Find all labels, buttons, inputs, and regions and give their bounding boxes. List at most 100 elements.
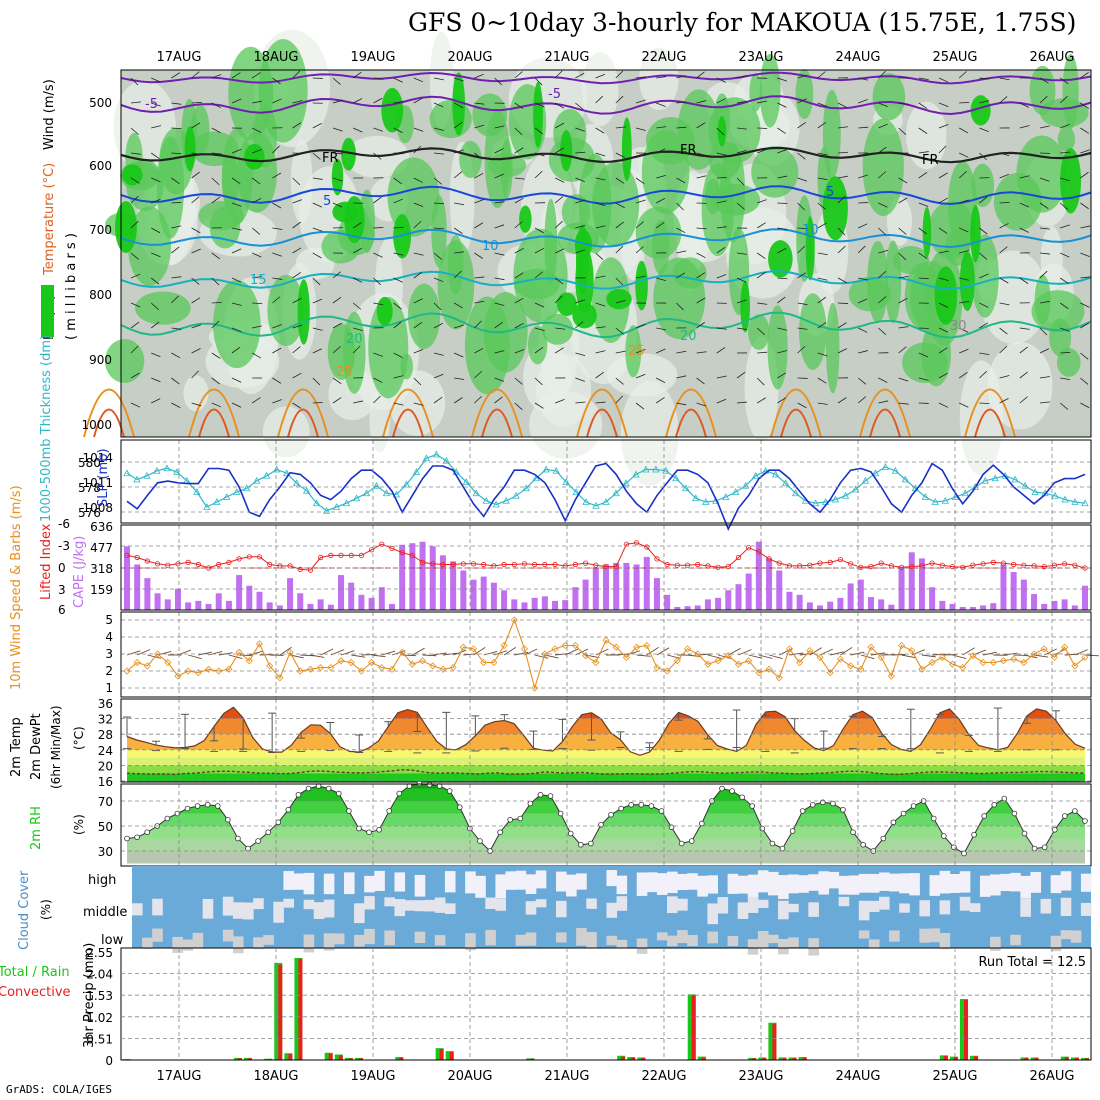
wind-barb bbox=[554, 147, 565, 154]
wind-speed-marker bbox=[225, 665, 233, 673]
rh-moist-blob bbox=[862, 118, 904, 217]
wind-barb bbox=[797, 245, 806, 254]
wind-barb bbox=[555, 248, 565, 254]
cloud-mid-cell bbox=[1060, 897, 1072, 916]
contour-30c bbox=[481, 408, 513, 438]
rh-marker bbox=[527, 800, 534, 807]
wind-barb bbox=[474, 300, 485, 304]
wind-barb bbox=[797, 152, 806, 160]
cloud-low-cell bbox=[636, 938, 648, 954]
rh-moist-blob bbox=[708, 141, 741, 180]
contour-25c bbox=[277, 388, 329, 438]
cloud-high-cell bbox=[1020, 875, 1031, 899]
cape-bar bbox=[521, 602, 528, 610]
wind-barb bbox=[999, 246, 1008, 254]
cape-bar bbox=[266, 602, 273, 610]
cape-bar bbox=[1031, 594, 1038, 610]
thickness-marker bbox=[672, 474, 680, 482]
cloud-low-cell bbox=[222, 929, 234, 942]
cape-bar bbox=[704, 599, 711, 610]
wind-barb bbox=[373, 377, 383, 383]
wind-barb bbox=[393, 402, 404, 406]
thickness-marker bbox=[871, 469, 880, 477]
wind-barb-10m bbox=[249, 650, 263, 656]
cloud-low-cell bbox=[232, 936, 244, 954]
wind-barb bbox=[130, 195, 139, 204]
cape-bar bbox=[1051, 600, 1058, 610]
wind-barb bbox=[676, 375, 687, 379]
cloud-low-cell bbox=[919, 928, 930, 943]
wind-barb bbox=[252, 252, 262, 258]
wind-speed-marker bbox=[154, 650, 162, 658]
wind-barb bbox=[211, 74, 222, 79]
wind-barb-10m bbox=[198, 651, 213, 656]
temp-ytick: 16 bbox=[98, 775, 113, 789]
date-label-top: 24AUG bbox=[835, 50, 880, 65]
rh-marker bbox=[1072, 808, 1078, 814]
wind-speed-marker bbox=[969, 652, 977, 660]
thickness-marker bbox=[312, 499, 321, 507]
rh-marker bbox=[719, 785, 725, 792]
wind-speed-marker bbox=[490, 658, 498, 667]
rh-marker bbox=[1011, 810, 1018, 817]
cape-bar bbox=[766, 558, 773, 610]
wind-barb bbox=[1039, 376, 1050, 379]
wind-barb bbox=[332, 127, 343, 132]
wind-barb bbox=[251, 397, 261, 404]
wind-barb bbox=[272, 202, 282, 209]
wind-barb bbox=[150, 302, 159, 310]
rh-moist-blob bbox=[759, 53, 781, 128]
cape-bar bbox=[134, 564, 141, 610]
wind-barb bbox=[474, 102, 485, 105]
wind-barb bbox=[272, 252, 282, 257]
upper-ytick: 1000 bbox=[81, 418, 112, 432]
wind-speed-marker bbox=[796, 658, 804, 667]
rh-marker bbox=[638, 801, 645, 808]
rh-marker bbox=[204, 801, 211, 808]
li-marker bbox=[644, 544, 650, 550]
wind-barb bbox=[1060, 177, 1070, 182]
wind-barb bbox=[696, 252, 706, 259]
wind-barb bbox=[837, 151, 849, 154]
li-ytick: -3 bbox=[58, 539, 70, 553]
wind-barb bbox=[292, 122, 302, 129]
rh-marker bbox=[305, 785, 312, 792]
wind-barb-10m bbox=[830, 651, 844, 656]
cloud-high-cell bbox=[818, 871, 830, 895]
date-label-bottom: 26AUG bbox=[1029, 1069, 1074, 1084]
wind-barb bbox=[514, 349, 525, 354]
wind-barb bbox=[191, 152, 202, 155]
cloud-high-cell bbox=[343, 872, 355, 895]
cloud-high-cell bbox=[677, 873, 688, 891]
rh-swatch bbox=[41, 285, 54, 337]
wind-barb bbox=[292, 221, 301, 229]
wind-barb bbox=[898, 326, 909, 329]
precip-convective-bar bbox=[328, 1053, 333, 1060]
cloud-level-label: high bbox=[88, 873, 116, 888]
wind-barb bbox=[918, 102, 928, 109]
cape-bar bbox=[1071, 605, 1078, 610]
wind-barb bbox=[514, 127, 523, 136]
date-label-top: 23AUG bbox=[738, 50, 783, 65]
wind-barb bbox=[676, 272, 686, 279]
wind-barb bbox=[1080, 276, 1091, 279]
wind-barb bbox=[858, 350, 868, 354]
cloud-mid-cell bbox=[919, 900, 930, 917]
rh-moist-blob bbox=[407, 283, 441, 349]
wind-barb bbox=[494, 302, 505, 306]
precip-ytick: 0.51 bbox=[86, 1032, 113, 1046]
wind-barb bbox=[312, 402, 323, 404]
wind-barb bbox=[272, 277, 283, 280]
wind-barb bbox=[1059, 402, 1069, 410]
wind-barb-10m bbox=[371, 654, 386, 658]
cape-bar bbox=[847, 583, 854, 610]
wind-barb bbox=[231, 72, 241, 79]
precip-convective-bar bbox=[953, 1057, 958, 1060]
wind-barb bbox=[1080, 252, 1090, 258]
wind-barb bbox=[858, 126, 869, 129]
rh-saturated-blob bbox=[635, 260, 648, 311]
wind-barb bbox=[656, 102, 666, 107]
rh-marker bbox=[900, 810, 907, 817]
rh-marker bbox=[941, 833, 947, 839]
cape-bar bbox=[603, 564, 609, 610]
